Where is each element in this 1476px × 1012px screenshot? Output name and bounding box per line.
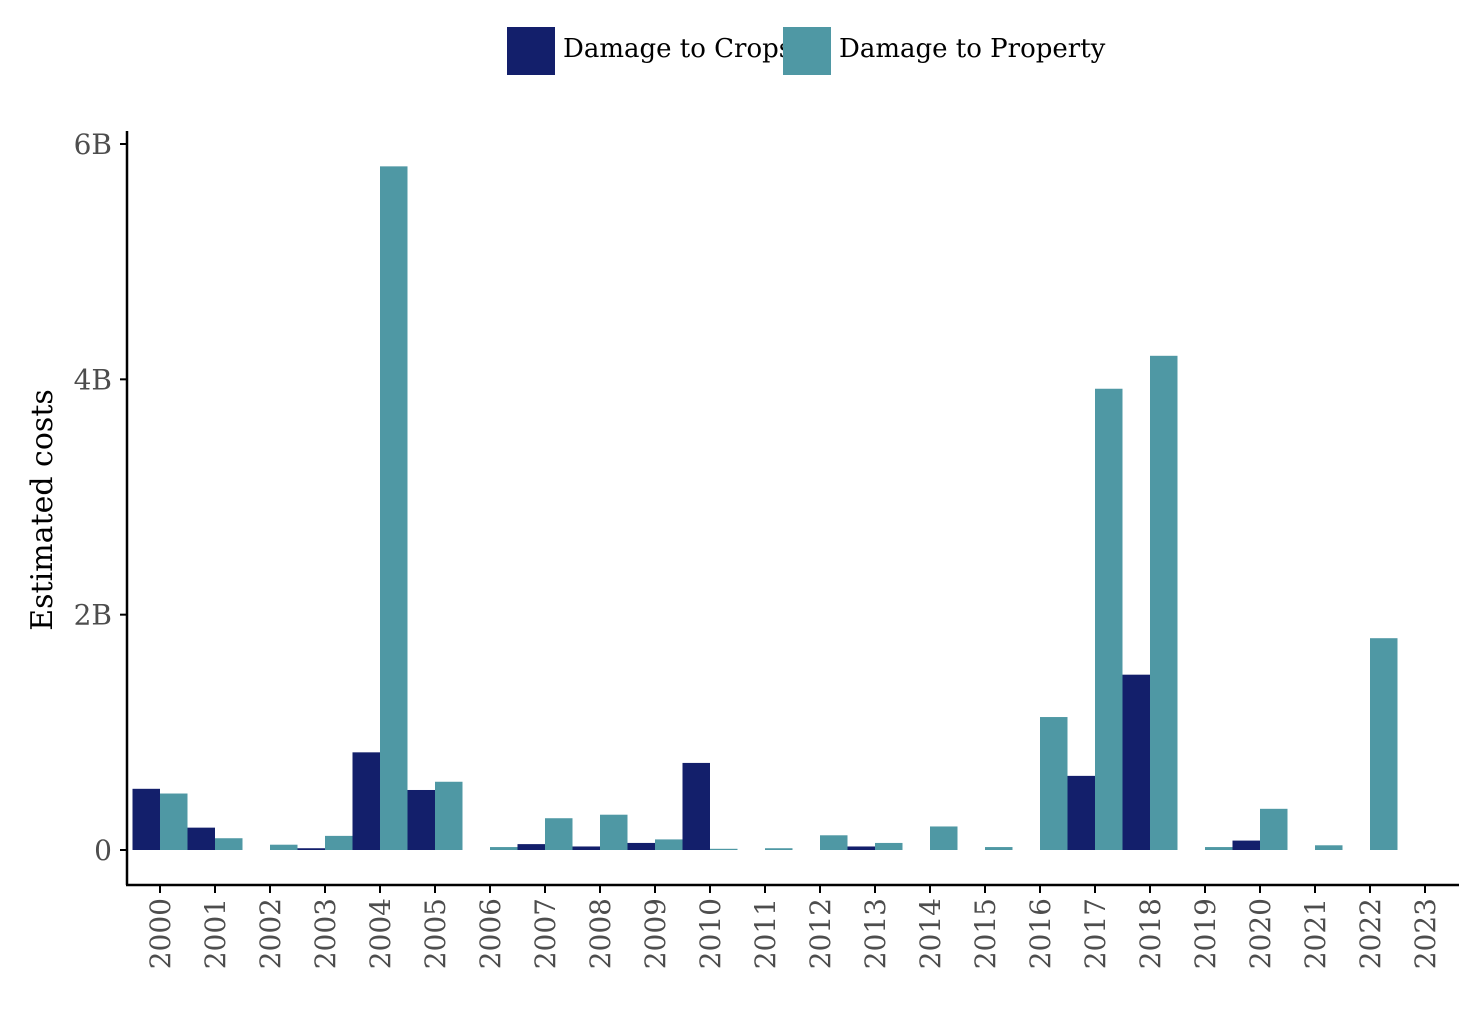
y-axis-ticks: 0 2B 4B 6B xyxy=(74,128,127,867)
legend: Damage to Crops Damage to Property xyxy=(507,27,1106,75)
bar-property-2000 xyxy=(160,793,188,850)
bar-property-2016 xyxy=(1040,717,1068,850)
legend-swatch-crops xyxy=(507,27,555,75)
x-tick-label-2020: 2020 xyxy=(1244,898,1277,969)
y-tick-label: 0 xyxy=(94,834,112,867)
bar-property-2020 xyxy=(1260,808,1288,850)
x-tick-label-2011: 2011 xyxy=(749,898,782,969)
x-tick-label-2013: 2013 xyxy=(859,898,892,969)
x-tick-label-2023: 2023 xyxy=(1409,898,1442,969)
bar-property-2019 xyxy=(1205,847,1233,850)
bar-property-2014 xyxy=(930,826,958,850)
x-tick-label-2017: 2017 xyxy=(1079,898,1112,969)
bar-property-2001 xyxy=(215,838,243,850)
legend-label-crops: Damage to Crops xyxy=(563,34,792,64)
bar-property-2022 xyxy=(1370,638,1398,850)
x-tick-label-2019: 2019 xyxy=(1189,898,1222,969)
bar-crops-2009 xyxy=(627,842,655,850)
bar-property-2010 xyxy=(710,848,738,850)
x-tick-label-2010: 2010 xyxy=(694,898,727,969)
x-tick-label-2004: 2004 xyxy=(364,898,397,969)
x-tick-label-2000: 2000 xyxy=(144,898,177,969)
bar-crops-2020 xyxy=(1232,840,1260,850)
y-tick-label: 6B xyxy=(74,128,112,161)
bar-property-2018 xyxy=(1150,355,1178,850)
x-tick-label-2015: 2015 xyxy=(969,898,1002,969)
x-tick-label-2021: 2021 xyxy=(1299,898,1332,969)
y-tick-label: 2B xyxy=(74,599,112,632)
x-tick-label-2008: 2008 xyxy=(584,898,617,969)
x-tick-label-2014: 2014 xyxy=(914,898,947,969)
bar-property-2011 xyxy=(765,848,793,850)
bar-property-2008 xyxy=(600,814,628,850)
bar-property-2002 xyxy=(270,844,298,850)
bar-property-2021 xyxy=(1315,845,1343,850)
bar-crops-2018 xyxy=(1122,674,1150,850)
bar-crops-2008 xyxy=(572,846,600,850)
x-tick-label-2006: 2006 xyxy=(474,898,507,969)
bar-property-2003 xyxy=(325,835,353,850)
x-axis-ticks: 2000 2001 2002 2003 2004 2005 2006 2007 2008 2009… xyxy=(144,885,1442,969)
x-tick-label-2007: 2007 xyxy=(529,898,562,969)
bar-crops-2000 xyxy=(132,788,160,850)
bar-property-2017 xyxy=(1095,388,1123,850)
bar-crops-2013 xyxy=(847,846,875,850)
bar-property-2007 xyxy=(545,818,573,850)
x-tick-label-2012: 2012 xyxy=(804,898,837,969)
bar-property-2013 xyxy=(875,842,903,850)
bar-property-2015 xyxy=(985,847,1013,850)
bar-crops-2003 xyxy=(297,848,325,850)
x-tick-label-2003: 2003 xyxy=(309,898,342,969)
bar-property-2012 xyxy=(820,835,848,850)
bar-crops-2007 xyxy=(517,844,545,850)
y-tick-label: 4B xyxy=(74,363,112,396)
x-tick-label-2022: 2022 xyxy=(1354,898,1387,969)
legend-label-property: Damage to Property xyxy=(839,34,1106,64)
x-tick-label-2018: 2018 xyxy=(1134,898,1167,969)
y-axis-title: Estimated costs xyxy=(25,389,60,631)
legend-swatch-property xyxy=(783,27,831,75)
bar-crops-2005 xyxy=(407,789,435,850)
bar-crops-2010 xyxy=(682,762,710,850)
bar-property-2004 xyxy=(380,166,408,850)
bar-property-2005 xyxy=(435,781,463,850)
x-tick-label-2002: 2002 xyxy=(254,898,287,969)
bar-crops-2004 xyxy=(352,752,380,850)
bar-property-2006 xyxy=(490,847,518,850)
x-tick-label-2016: 2016 xyxy=(1024,898,1057,969)
bars-group xyxy=(132,166,1398,850)
bar-crops-2017 xyxy=(1067,775,1095,850)
x-tick-label-2005: 2005 xyxy=(419,898,452,969)
x-tick-label-2009: 2009 xyxy=(639,898,672,969)
bar-crops-2001 xyxy=(187,827,215,850)
x-tick-label-2001: 2001 xyxy=(199,898,232,969)
bar-property-2009 xyxy=(655,839,683,850)
